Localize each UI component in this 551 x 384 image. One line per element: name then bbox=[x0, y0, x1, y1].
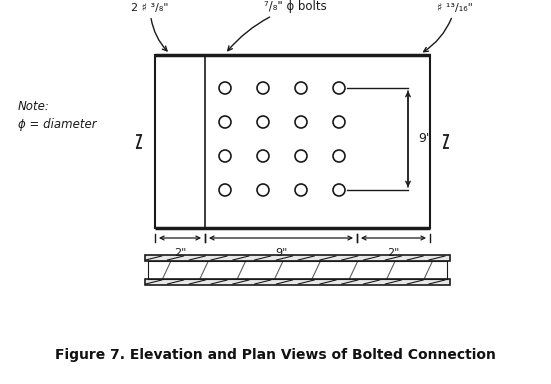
Text: ♯ ¹³/₁₆": ♯ ¹³/₁₆" bbox=[424, 3, 473, 52]
Bar bbox=[145, 255, 450, 261]
Text: ⁷/₈" ϕ bolts: ⁷/₈" ϕ bolts bbox=[228, 0, 326, 51]
Text: 2": 2" bbox=[387, 248, 399, 258]
Text: 2 ♯ ³/₈": 2 ♯ ³/₈" bbox=[131, 3, 169, 51]
Text: Figure 7. Elevation and Plan Views of Bolted Connection: Figure 7. Elevation and Plan Views of Bo… bbox=[55, 348, 495, 362]
Text: 2": 2" bbox=[174, 248, 186, 258]
Text: 9": 9" bbox=[418, 132, 432, 146]
Text: ϕ = diameter: ϕ = diameter bbox=[18, 118, 96, 131]
Text: Note:: Note: bbox=[18, 100, 50, 113]
Text: 9": 9" bbox=[275, 248, 287, 258]
Bar bbox=[145, 279, 450, 285]
